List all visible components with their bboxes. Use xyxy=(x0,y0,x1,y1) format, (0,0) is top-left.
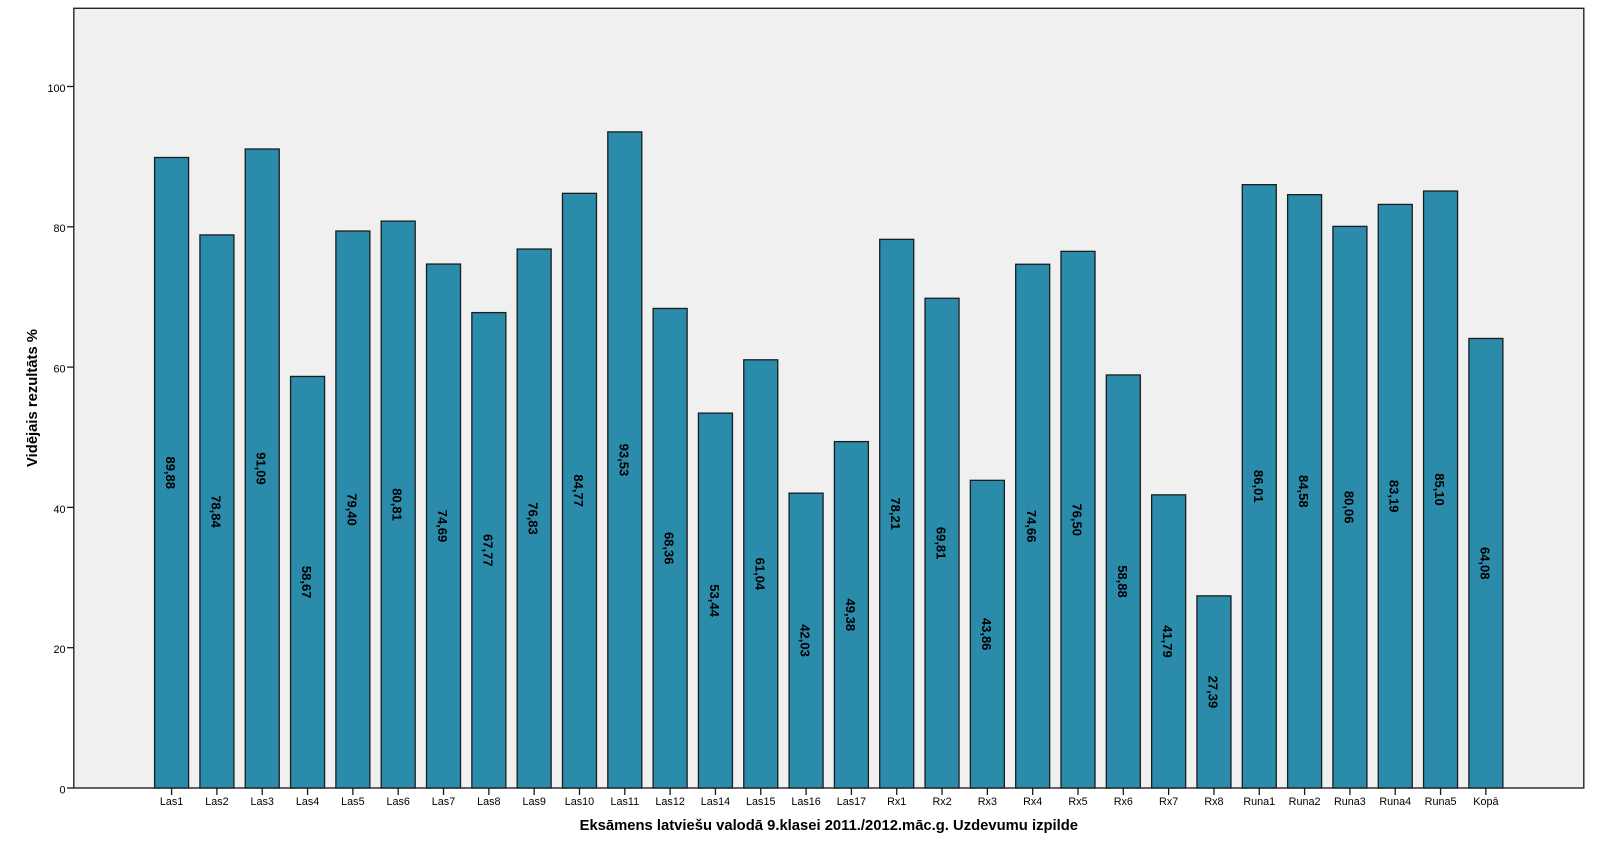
svg-text:Runa2: Runa2 xyxy=(1289,796,1321,808)
svg-text:Las17: Las17 xyxy=(837,796,866,808)
svg-text:61,04: 61,04 xyxy=(752,558,767,591)
svg-text:80: 80 xyxy=(53,223,65,235)
svg-text:Runa1: Runa1 xyxy=(1243,796,1275,808)
svg-text:Las11: Las11 xyxy=(610,796,639,808)
svg-text:76,83: 76,83 xyxy=(526,502,541,535)
svg-text:0: 0 xyxy=(59,784,65,796)
svg-text:84,58: 84,58 xyxy=(1296,475,1311,508)
svg-text:58,88: 58,88 xyxy=(1115,565,1130,598)
svg-text:76,50: 76,50 xyxy=(1070,503,1085,536)
svg-text:Rx1: Rx1 xyxy=(887,796,906,808)
svg-text:27,39: 27,39 xyxy=(1205,676,1220,709)
svg-text:93,53: 93,53 xyxy=(616,444,631,477)
svg-text:Runa3: Runa3 xyxy=(1334,796,1366,808)
svg-text:Vidējais rezultāts %: Vidējais rezultāts % xyxy=(25,329,41,467)
svg-text:79,40: 79,40 xyxy=(344,493,359,526)
svg-text:80,06: 80,06 xyxy=(1341,491,1356,524)
svg-text:Rx5: Rx5 xyxy=(1068,796,1087,808)
svg-text:Las2: Las2 xyxy=(205,796,228,808)
svg-text:84,77: 84,77 xyxy=(571,474,586,507)
svg-text:91,09: 91,09 xyxy=(254,452,269,485)
svg-text:40: 40 xyxy=(53,504,65,516)
svg-text:41,79: 41,79 xyxy=(1160,625,1175,658)
svg-text:Las16: Las16 xyxy=(791,796,820,808)
svg-text:Rx2: Rx2 xyxy=(932,796,951,808)
svg-text:83,19: 83,19 xyxy=(1387,480,1402,513)
svg-text:Las6: Las6 xyxy=(386,796,409,808)
svg-text:58,67: 58,67 xyxy=(299,566,314,599)
svg-text:Runa5: Runa5 xyxy=(1425,796,1457,808)
svg-text:Las7: Las7 xyxy=(432,796,455,808)
svg-text:Las5: Las5 xyxy=(341,796,364,808)
svg-text:42,03: 42,03 xyxy=(798,624,813,657)
svg-text:78,84: 78,84 xyxy=(208,495,223,528)
svg-text:Las3: Las3 xyxy=(251,796,274,808)
svg-text:Rx6: Rx6 xyxy=(1114,796,1133,808)
svg-text:68,36: 68,36 xyxy=(662,532,677,565)
svg-text:85,10: 85,10 xyxy=(1432,473,1447,506)
svg-text:69,81: 69,81 xyxy=(934,527,949,560)
svg-text:100: 100 xyxy=(47,83,65,95)
svg-text:86,01: 86,01 xyxy=(1251,470,1266,503)
svg-text:Las8: Las8 xyxy=(477,796,500,808)
svg-text:43,86: 43,86 xyxy=(979,618,994,651)
svg-text:64,08: 64,08 xyxy=(1477,547,1492,580)
svg-text:Rx7: Rx7 xyxy=(1159,796,1178,808)
svg-text:Las12: Las12 xyxy=(655,796,684,808)
svg-text:Rx4: Rx4 xyxy=(1023,796,1042,808)
svg-text:60: 60 xyxy=(53,364,65,376)
svg-text:Kopā: Kopā xyxy=(1473,796,1498,808)
svg-text:Las14: Las14 xyxy=(701,796,730,808)
svg-text:Las10: Las10 xyxy=(565,796,594,808)
svg-text:74,69: 74,69 xyxy=(435,510,450,543)
svg-text:Runa4: Runa4 xyxy=(1379,796,1411,808)
svg-text:Eksāmens latviešu valodā 9.kla: Eksāmens latviešu valodā 9.klasei 2011./… xyxy=(580,818,1078,834)
svg-text:Las9: Las9 xyxy=(522,796,545,808)
svg-text:89,88: 89,88 xyxy=(163,456,178,489)
svg-text:49,38: 49,38 xyxy=(843,599,858,632)
svg-text:Las15: Las15 xyxy=(746,796,775,808)
svg-text:53,44: 53,44 xyxy=(707,584,722,617)
svg-text:Rx3: Rx3 xyxy=(978,796,997,808)
svg-text:Las1: Las1 xyxy=(160,796,183,808)
svg-text:20: 20 xyxy=(53,644,65,656)
svg-text:78,21: 78,21 xyxy=(888,497,903,530)
svg-text:74,66: 74,66 xyxy=(1024,510,1039,543)
svg-text:80,81: 80,81 xyxy=(390,488,405,521)
svg-text:67,77: 67,77 xyxy=(480,534,495,567)
svg-text:Las4: Las4 xyxy=(296,796,319,808)
svg-text:Rx8: Rx8 xyxy=(1204,796,1223,808)
